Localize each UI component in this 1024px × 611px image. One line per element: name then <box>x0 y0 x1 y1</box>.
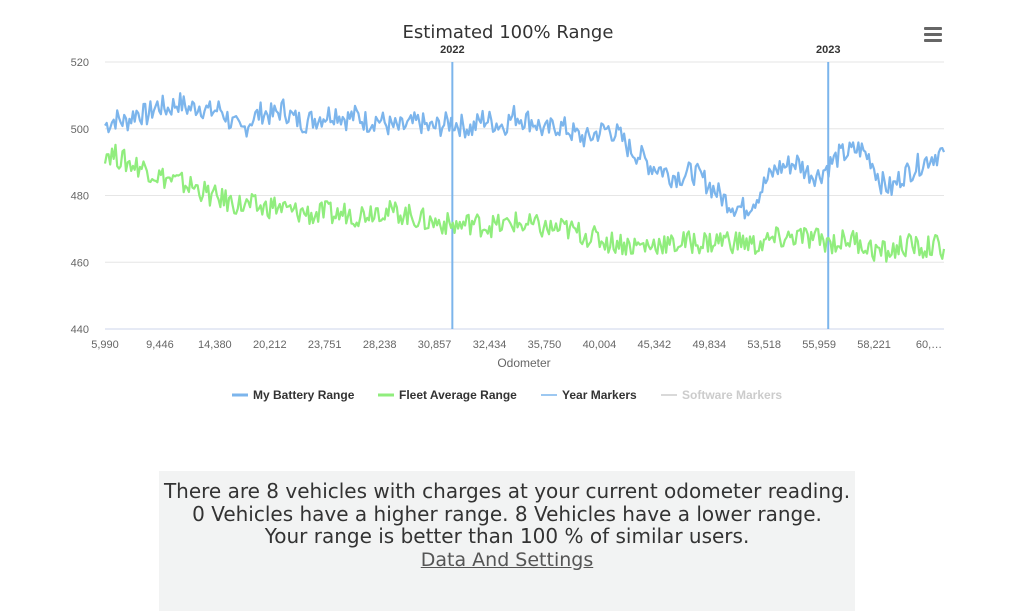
year-marker-label: 2023 <box>816 44 840 56</box>
y-tick-label: 480 <box>71 191 89 203</box>
x-tick-label: 23,751 <box>308 339 342 351</box>
chart-title: Estimated 100% Range <box>403 22 614 43</box>
range-comparison-panel: There are 8 vehicles with charges at you… <box>159 471 855 611</box>
x-tick-label: 28,238 <box>363 339 397 351</box>
range-chart: 520 500 480 460 440 5,990 9,446 14,380 20,212 23… <box>71 22 946 402</box>
legend-label: Fleet Average Range <box>399 388 517 402</box>
legend-item[interactable]: Software Markers <box>661 388 782 402</box>
y-tick-label: 500 <box>71 124 89 136</box>
x-tick-label: 45,342 <box>638 339 672 351</box>
y-tick-label: 520 <box>71 57 89 69</box>
x-tick-label: 20,212 <box>253 339 287 351</box>
year-markers: 2022 2023 <box>440 44 840 329</box>
my-battery-range-line <box>104 92 946 220</box>
x-tick-label: 32,434 <box>473 339 507 351</box>
fleet-average-range-line <box>103 143 946 263</box>
x-tick-label: 60,… <box>916 339 942 351</box>
x-tick-label: 30,857 <box>418 339 452 351</box>
y-axis: 520 500 480 460 440 <box>71 57 89 336</box>
x-tick-label: 58,221 <box>857 339 891 351</box>
legend-item[interactable]: My Battery Range <box>232 388 355 402</box>
y-tick-label: 460 <box>71 257 89 269</box>
legend-label: My Battery Range <box>253 388 355 402</box>
percentile-text: Your range is better than 100 % of simil… <box>264 524 750 548</box>
x-tick-label: 5,990 <box>91 339 119 351</box>
higher-lower-text: 0 Vehicles have a higher range. 8 Vehicl… <box>192 501 822 526</box>
x-tick-label: 40,004 <box>583 339 617 351</box>
chart-legend: My Battery Range Fleet Average Range Year … <box>232 388 782 402</box>
x-tick-label: 35,750 <box>528 339 562 351</box>
y-tick-label: 440 <box>71 324 89 336</box>
legend-label: Software Markers <box>682 388 782 402</box>
x-tick-label: 14,380 <box>198 339 232 351</box>
x-tick-label: 9,446 <box>146 339 174 351</box>
chart-series <box>103 92 946 263</box>
x-tick-label: 49,834 <box>692 339 726 351</box>
x-axis: 5,990 9,446 14,380 20,212 23,751 28,238 30,857… <box>91 339 942 351</box>
x-tick-label: 53,518 <box>747 339 781 351</box>
chart-context-menu-button[interactable] <box>918 24 948 48</box>
x-axis-title: Odometer <box>497 356 550 370</box>
legend-item[interactable]: Fleet Average Range <box>378 388 517 402</box>
x-tick-label: 55,959 <box>802 339 836 351</box>
legend-label: Year Markers <box>562 388 637 402</box>
data-settings-link[interactable]: Data And Settings <box>420 548 594 571</box>
legend-item[interactable]: Year Markers <box>541 388 637 402</box>
vehicle-count-text: There are 8 vehicles with charges at you… <box>163 479 851 503</box>
year-marker-label: 2022 <box>440 44 464 56</box>
hamburger-menu-icon <box>918 27 948 42</box>
